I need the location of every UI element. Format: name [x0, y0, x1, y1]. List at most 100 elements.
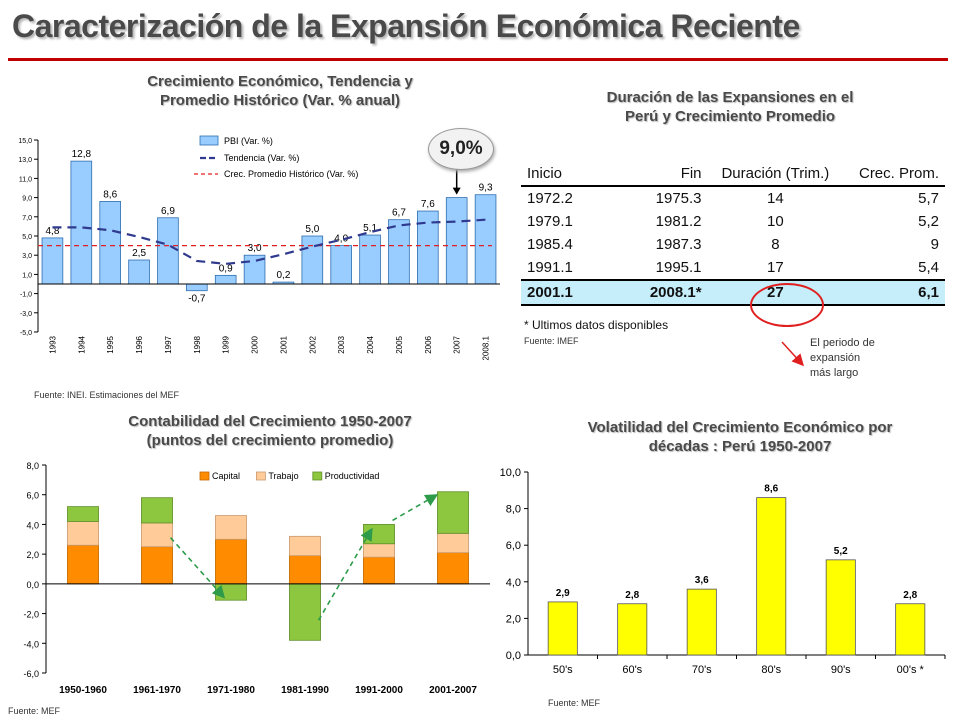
pbi-data-label: 0,9 — [219, 263, 233, 274]
pbi-data-label: 4,8 — [45, 226, 59, 237]
legend-label-trabajo: Trabajo — [268, 471, 298, 481]
table-row: 1991.1 1995.1 17 5,4 — [521, 256, 945, 280]
x-tick-label: 1995 — [106, 335, 115, 353]
pbi-bar — [445, 197, 468, 285]
accounting-chart-title-line2: (puntos del crecimiento promedio) — [146, 432, 394, 449]
accounting-chart-title-line1: Contabilidad del Crecimiento 1950-2007 — [128, 413, 412, 430]
legend-swatch-pbi — [199, 135, 219, 146]
y-tick-label: 2,0 — [26, 550, 39, 560]
pbi-data-label: 8,6 — [103, 189, 117, 200]
pbi-data-label: 4,0 — [334, 234, 348, 245]
x-tick-label: 1991-2000 — [355, 685, 403, 696]
y-tick-label: 10,0 — [500, 467, 521, 479]
volatility-bar — [686, 588, 717, 656]
x-tick-label: 2006 — [424, 335, 433, 353]
y-tick-label: 6,0 — [26, 491, 39, 501]
table-header-row: Inicio Fin Duración (Trim.) Crec. Prom. — [521, 162, 945, 187]
stack-segment-trabajo — [215, 515, 247, 540]
x-tick-label: 80's — [761, 664, 781, 676]
x-tick-label: 1997 — [164, 335, 173, 353]
stack-segment-trabajo — [141, 522, 173, 548]
y-tick-label: 13,0 — [18, 157, 32, 164]
pbi-data-label: 6,9 — [161, 206, 175, 217]
x-tick-label: 1981-1990 — [281, 685, 329, 696]
growth-chart-title-line1: Crecimiento Económico, Tendencia y — [147, 73, 413, 90]
y-tick-label: 4,0 — [506, 577, 521, 589]
title-rule — [8, 58, 948, 61]
cell-inicio: 2001.1 — [521, 279, 615, 306]
header-duracion: Duración (Trim.) — [707, 162, 844, 187]
cell-duracion: 10 — [767, 213, 784, 230]
pbi-bar — [474, 194, 497, 285]
volatility-data-label: 3,6 — [695, 575, 709, 586]
x-tick-label: 1999 — [222, 335, 231, 353]
stack-segment-trabajo — [289, 535, 321, 557]
volatility-chart-title: Volatilidad del Crecimiento Económico po… — [530, 418, 950, 456]
volatility-data-label: 2,9 — [556, 588, 570, 599]
stack-segment-capital — [215, 538, 247, 585]
cell-crec-prom: 5,4 — [918, 259, 939, 276]
note-line3: más largo — [810, 367, 859, 379]
pbi-data-label: 0,2 — [276, 270, 290, 281]
note-line1: El periodo de — [810, 337, 875, 349]
note-line2: expansión — [810, 352, 861, 364]
volatility-chart-title-line1: Volatilidad del Crecimiento Económico po… — [587, 419, 893, 436]
x-tick-label: 1998 — [193, 335, 202, 353]
longest-expansion-note: El periodo de expansión más largo — [810, 336, 875, 381]
pbi-bar — [330, 245, 352, 285]
table-row: 1979.1 1981.2 10 5,2 — [521, 210, 945, 233]
x-tick-label: 2004 — [366, 335, 375, 353]
volatility-bar — [895, 603, 926, 656]
growth-chart-source: Fuente: INEI. Estimaciones del MEF — [34, 390, 180, 400]
cell-duracion: 17 — [767, 259, 784, 276]
accounting-chart: 8,0 6,0 4,0 2,0 0,0 -2,0 -4,0 -6,0 1950-1960 1961… — [23, 461, 490, 696]
x-tick-label: 2000 — [251, 335, 260, 353]
x-tick-label: 70's — [692, 664, 712, 676]
stack-segment-capital — [67, 544, 99, 585]
y-tick-label: 0,0 — [26, 580, 39, 590]
x-tick-label: 1993 — [48, 335, 57, 353]
x-tick-label: 2002 — [308, 335, 317, 353]
growth-chart: 15,0 13,0 11,0 9,0 7,0 5,0 3,0 1,0 -1,0 -3,0 -5,0 4… — [18, 135, 500, 360]
y-tick-label: -3,0 — [20, 311, 32, 318]
volatility-chart-source: Fuente: MEF — [548, 698, 601, 708]
x-tick-label: 1971-1980 — [207, 685, 255, 696]
highlight-circle — [750, 283, 824, 327]
expansion-table-title-line1: Duración de las Expansiones en el — [606, 89, 854, 106]
cell-fin: 1995.1 — [655, 259, 702, 276]
y-tick-label: -6,0 — [23, 669, 39, 679]
x-tick-label: 1996 — [135, 335, 144, 353]
y-tick-label: 9,0 — [22, 196, 32, 203]
y-tick-label: 5,0 — [22, 234, 32, 241]
stack-segment-capital — [289, 555, 321, 585]
expansion-table: Inicio Fin Duración (Trim.) Crec. Prom. … — [521, 162, 945, 306]
pbi-data-label: -0,7 — [188, 294, 206, 305]
pbi-bar — [41, 237, 64, 285]
x-tick-label: 60's — [622, 664, 642, 676]
header-crec-prom: Crec. Prom. — [843, 162, 945, 187]
pbi-bar — [214, 274, 237, 285]
volatility-bar — [756, 497, 787, 656]
volatility-chart-title-line2: décadas : Perú 1950-2007 — [648, 438, 832, 455]
volatility-bar — [547, 601, 578, 656]
y-tick-label: 15,0 — [18, 138, 32, 145]
legend-swatch-productividad — [312, 471, 323, 481]
x-tick-label: 2001-2007 — [429, 685, 477, 696]
volatility-data-label: 2,8 — [903, 590, 917, 601]
volatility-bar — [825, 559, 856, 656]
x-tick-label: 2001 — [279, 335, 288, 353]
pbi-data-label: 6,7 — [392, 208, 406, 219]
cell-fin: 1987.3 — [655, 236, 702, 253]
y-tick-label: -1,0 — [20, 292, 32, 299]
legend-label-avg: Crec. Promedio Histórico (Var. %) — [224, 169, 358, 179]
cell-fin: 2008.1* — [614, 279, 708, 306]
y-tick-label: 0,0 — [506, 650, 521, 662]
trend-arrow-up-2 — [392, 494, 439, 522]
volatility-bar — [617, 603, 648, 656]
header-fin: Fin — [614, 162, 708, 187]
y-tick-label: -2,0 — [23, 610, 39, 620]
pbi-data-label: 7,6 — [421, 199, 435, 210]
legend-label-capital: Capital — [212, 471, 240, 481]
stack-segment-capital — [141, 546, 173, 585]
badge-arrow-head — [452, 187, 461, 195]
